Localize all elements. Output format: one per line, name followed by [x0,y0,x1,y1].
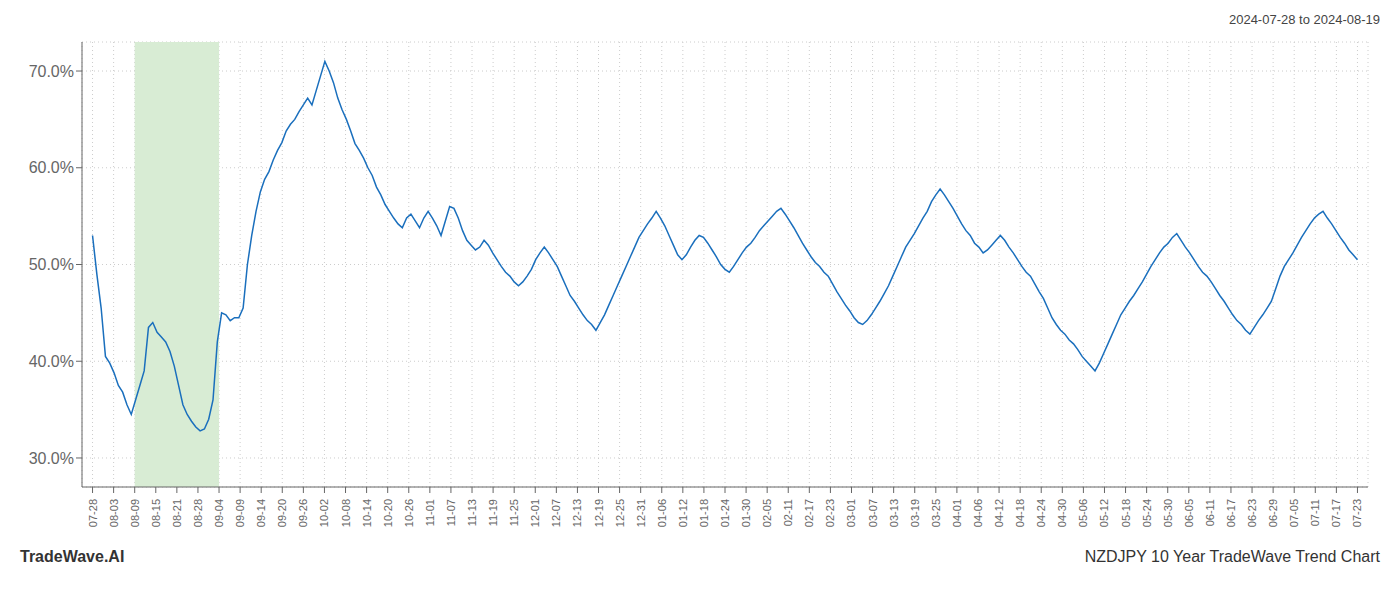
svg-text:01-12: 01-12 [677,499,689,527]
svg-text:01-24: 01-24 [719,499,731,527]
svg-text:08-09: 08-09 [129,499,141,527]
svg-text:11-25: 11-25 [508,499,520,526]
svg-text:02-11: 02-11 [782,499,794,526]
svg-text:12-31: 12-31 [635,499,647,527]
svg-text:11-07: 11-07 [445,499,457,526]
svg-text:07-11: 07-11 [1309,499,1321,526]
svg-text:10-02: 10-02 [318,499,330,527]
svg-text:08-21: 08-21 [171,499,183,527]
svg-text:06-11: 06-11 [1204,499,1216,526]
svg-text:07-17: 07-17 [1330,499,1342,527]
svg-text:07-05: 07-05 [1288,499,1300,527]
svg-text:10-08: 10-08 [340,499,352,527]
svg-text:12-07: 12-07 [550,499,562,527]
svg-text:02-17: 02-17 [803,499,815,527]
svg-text:05-24: 05-24 [1141,499,1153,527]
svg-text:40.0%: 40.0% [29,353,74,370]
svg-text:11-01: 11-01 [424,499,436,526]
svg-text:12-01: 12-01 [529,499,541,527]
html-text:TradeWave.AI: TradeWave.AI [20,548,125,565]
svg-text:03-19: 03-19 [909,499,921,527]
svg-text:04-18: 04-18 [1014,499,1026,527]
svg-text:04-06: 04-06 [972,499,984,527]
svg-text:06-05: 06-05 [1183,499,1195,527]
svg-text:09-09: 09-09 [234,499,246,527]
svg-text:06-17: 06-17 [1225,499,1237,527]
svg-text:01-06: 01-06 [656,499,668,527]
svg-text:50.0%: 50.0% [29,256,74,273]
svg-text:12-25: 12-25 [614,499,626,527]
svg-text:05-18: 05-18 [1120,499,1132,527]
svg-text:70.0%: 70.0% [29,63,74,80]
html-text:NZDJPY 10 Year TradeWave Trend: NZDJPY 10 Year TradeWave Trend Chart [1084,548,1380,565]
svg-text:05-30: 05-30 [1162,499,1174,527]
svg-text:07-23: 07-23 [1351,499,1363,527]
svg-text:04-24: 04-24 [1035,499,1047,527]
svg-text:03-25: 03-25 [930,499,942,527]
svg-text:03-13: 03-13 [888,499,900,527]
svg-text:01-30: 01-30 [740,499,752,527]
svg-text:05-12: 05-12 [1098,499,1110,527]
svg-text:30.0%: 30.0% [29,450,74,467]
svg-text:60.0%: 60.0% [29,159,74,176]
svg-text:02-05: 02-05 [761,499,773,527]
svg-text:01-18: 01-18 [698,499,710,527]
svg-text:04-30: 04-30 [1056,499,1068,527]
svg-text:12-19: 12-19 [593,499,605,527]
svg-text:04-01: 04-01 [951,499,963,527]
svg-text:09-04: 09-04 [213,499,225,527]
svg-text:03-07: 03-07 [867,499,879,527]
svg-text:08-15: 08-15 [150,499,162,527]
svg-text:06-29: 06-29 [1267,499,1279,527]
svg-text:10-14: 10-14 [361,499,373,527]
svg-text:09-14: 09-14 [255,499,267,527]
svg-text:04-12: 04-12 [993,499,1005,527]
svg-text:08-03: 08-03 [108,499,120,527]
svg-text:09-26: 09-26 [297,499,309,527]
svg-text:08-28: 08-28 [192,499,204,527]
svg-text:12-13: 12-13 [571,499,583,527]
svg-text:11-19: 11-19 [487,499,499,526]
svg-text:05-06: 05-06 [1077,499,1089,527]
svg-text:10-20: 10-20 [382,499,394,527]
svg-text:02-23: 02-23 [824,499,836,527]
svg-text:06-23: 06-23 [1246,499,1258,527]
svg-text:07-28: 07-28 [87,499,99,527]
svg-text:10-26: 10-26 [403,499,415,527]
svg-text:09-20: 09-20 [276,499,288,527]
html-text:2024-07-28 to 2024-08-19: 2024-07-28 to 2024-08-19 [1228,12,1380,27]
svg-text:03-01: 03-01 [845,499,857,527]
svg-text:11-13: 11-13 [466,499,478,526]
